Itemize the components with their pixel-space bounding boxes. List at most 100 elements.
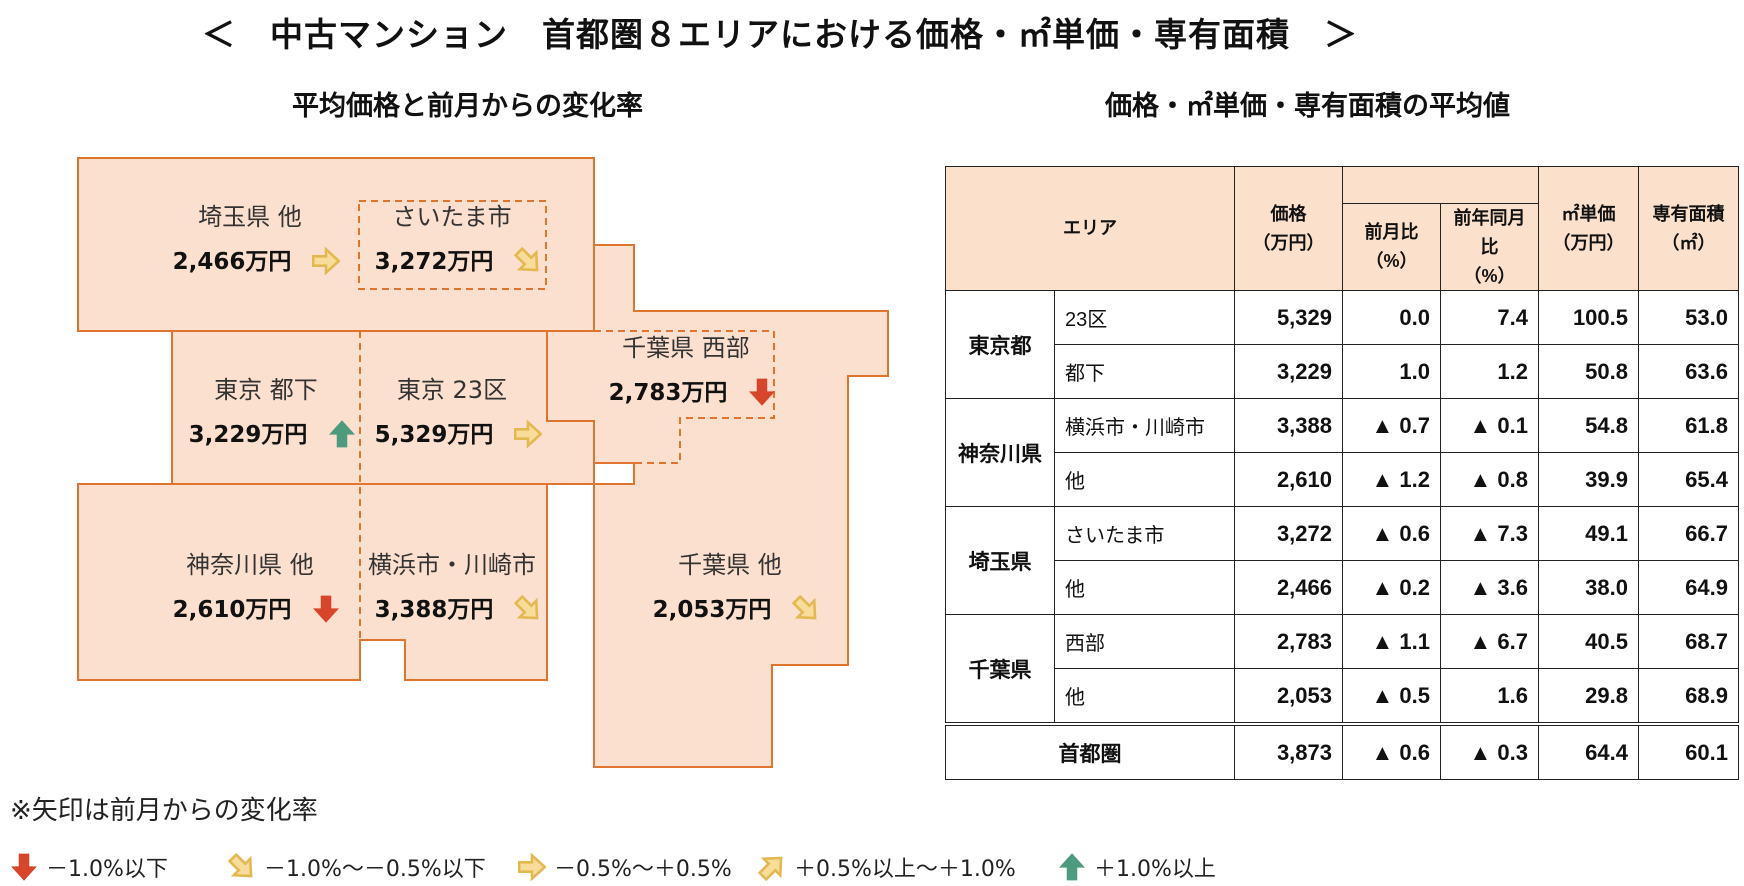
area-label: 千葉県 西部 2,783万円 — [609, 334, 775, 406]
yoy-cell: 7.4 — [1440, 290, 1539, 346]
size-cell: 66.7 — [1638, 506, 1739, 562]
price-cell: 2,783 — [1234, 614, 1343, 670]
total-mom: ▲ 0.6 — [1342, 722, 1441, 781]
size-cell: 68.7 — [1638, 614, 1739, 670]
slight-up-arrow-icon — [758, 856, 783, 881]
unit-price-cell: 29.8 — [1538, 668, 1639, 725]
area-price: 2,783万円 — [609, 380, 728, 406]
slight-down-arrow-icon — [792, 595, 817, 620]
unit-price-cell: 54.8 — [1538, 398, 1639, 454]
page-title: ＜ 中古マンション 首都圏８エリアにおける価格・㎡単価・専有面積 ＞ — [202, 15, 1358, 54]
mom-cell: ▲ 0.6 — [1342, 506, 1441, 562]
area-name: 神奈川県 他 — [186, 551, 314, 579]
total-price: 3,873 — [1234, 722, 1343, 781]
legend-item: －0.5%～＋0.5% — [518, 850, 732, 884]
size-cell: 61.8 — [1638, 398, 1739, 454]
region-kanagawa — [77, 483, 548, 681]
legend-item: ＋1.0%以上 — [1058, 850, 1216, 884]
header-unit-price: ㎡単価 （万円） — [1538, 165, 1639, 292]
legend-item: －1.0%～－0.5%以下 — [228, 850, 486, 884]
mom-cell: ▲ 0.2 — [1342, 560, 1441, 616]
area-name: 東京 都下 — [214, 376, 318, 404]
price-cell: 2,610 — [1234, 452, 1343, 508]
down-arrow-icon — [313, 595, 339, 623]
area-price: 2,053万円 — [653, 597, 772, 623]
size-cell: 64.9 — [1638, 560, 1739, 616]
arrow-note: ※矢印は前月からの変化率 — [10, 796, 318, 826]
mom-cell: ▲ 0.7 — [1342, 398, 1441, 454]
area-label: 埼玉県 他 2,466万円 — [173, 203, 340, 275]
table-body: 東京都 23区 5,329 0.0 7.4 100.5 53.0 都下 3,229 1.0 1.2 5… — [945, 290, 1739, 725]
up-arrow-icon — [1059, 853, 1085, 881]
slight-down-arrow-icon — [514, 247, 539, 272]
slight-down-arrow-icon — [514, 595, 539, 620]
sub-area-cell: 他 — [1054, 668, 1235, 725]
header-price: 価格 （万円） — [1234, 165, 1343, 292]
unit-price-cell: 100.5 — [1538, 290, 1639, 346]
legend-label: ＋1.0%以上 — [1094, 857, 1216, 882]
mom-cell: 0.0 — [1342, 290, 1441, 346]
table-row: 他 2,466 ▲ 0.2 ▲ 3.6 38.0 64.9 — [946, 560, 1739, 616]
unit-price-cell: 49.1 — [1538, 506, 1639, 562]
sub-area-cell: 他 — [1054, 560, 1235, 616]
yoy-cell: 1.6 — [1440, 668, 1539, 725]
yoy-cell: ▲ 3.6 — [1440, 560, 1539, 616]
unit-price-cell: 50.8 — [1538, 344, 1639, 400]
legend-label: －0.5%～＋0.5% — [554, 857, 732, 882]
map-subtitle: 平均価格と前月からの変化率 — [292, 91, 643, 122]
area-label: 東京 23区 5,329万円 — [375, 376, 542, 448]
up-arrow-icon — [329, 420, 355, 448]
region-saitama — [77, 157, 595, 332]
legend-item: ＋0.5%以上～＋1.0% — [758, 850, 1016, 884]
legend-label: －1.0%～－0.5%以下 — [264, 857, 486, 882]
stats-table: エリア 価格 （万円） ㎡単価 （万円） 専有面積 （㎡） 前月比 （%） 前年… — [945, 165, 1739, 781]
table-row: 他 2,053 ▲ 0.5 1.6 29.8 68.9 — [946, 668, 1739, 725]
table-row: 千葉県 西部 2,783 ▲ 1.1 ▲ 6.7 40.5 68.7 — [945, 614, 1739, 725]
legend-label: －1.0%以下 — [46, 857, 168, 882]
mom-cell: ▲ 1.2 — [1342, 452, 1441, 508]
area-price: 3,388万円 — [375, 597, 494, 623]
area-name: 埼玉県 他 — [198, 203, 302, 231]
sub-area-cell: 横浜市・川崎市 — [1054, 398, 1235, 454]
size-cell: 53.0 — [1638, 290, 1739, 346]
table-row: 都下 3,229 1.0 1.2 50.8 63.6 — [946, 344, 1739, 400]
legend-item: －1.0%以下 — [10, 850, 168, 884]
area-label: さいたま市 3,272万円 — [375, 203, 539, 275]
table-row: 他 2,610 ▲ 1.2 ▲ 0.8 39.9 65.4 — [946, 452, 1739, 508]
prefecture-cell: 東京都 — [945, 290, 1055, 400]
sub-area-cell: さいたま市 — [1054, 506, 1235, 562]
size-cell: 68.9 — [1638, 668, 1739, 725]
table-header-row: エリア 価格 （万円） ㎡単価 （万円） 専有面積 （㎡） — [945, 165, 1739, 292]
header-size: 専有面積 （㎡） — [1638, 165, 1739, 292]
unit-price-cell: 40.5 — [1538, 614, 1639, 670]
area-name: さいたま市 — [392, 203, 511, 231]
area-label: 横浜市・川崎市 3,388万円 — [368, 551, 539, 623]
area-name: 千葉県 他 — [678, 551, 782, 579]
down-arrow-icon — [749, 378, 775, 406]
unit-price-cell: 39.9 — [1538, 452, 1639, 508]
mom-cell: ▲ 0.5 — [1342, 668, 1441, 725]
header-yoy: 前年同月比 （%） — [1440, 202, 1539, 292]
area-label: 神奈川県 他 2,610万円 — [173, 551, 339, 623]
total-yoy: ▲ 0.3 — [1440, 722, 1539, 781]
table-row: 埼玉県 さいたま市 3,272 ▲ 0.6 ▲ 7.3 49.1 66.7 — [945, 506, 1739, 616]
mom-cell: 1.0 — [1342, 344, 1441, 400]
price-cell: 5,329 — [1234, 290, 1343, 346]
area-price: 5,329万円 — [375, 422, 494, 448]
unit-price-cell: 38.0 — [1538, 560, 1639, 616]
legend-label: ＋0.5%以上～＋1.0% — [794, 857, 1016, 882]
area-name: 横浜市・川崎市 — [368, 551, 536, 579]
prefecture-cell: 千葉県 — [945, 614, 1055, 725]
size-cell: 63.6 — [1638, 344, 1739, 400]
prefecture-cell: 神奈川県 — [945, 398, 1055, 508]
sub-area-cell: 他 — [1054, 452, 1235, 508]
mom-cell: ▲ 1.1 — [1342, 614, 1441, 670]
table-row: 神奈川県 横浜市・川崎市 3,388 ▲ 0.7 ▲ 0.1 54.8 61.8 — [945, 398, 1739, 508]
sub-area-cell: 西部 — [1054, 614, 1235, 670]
price-cell: 3,272 — [1234, 506, 1343, 562]
saitama-city-outline — [358, 200, 547, 290]
yoy-cell: ▲ 6.7 — [1440, 614, 1539, 670]
area-price: 3,272万円 — [375, 249, 494, 275]
price-cell: 2,466 — [1234, 560, 1343, 616]
